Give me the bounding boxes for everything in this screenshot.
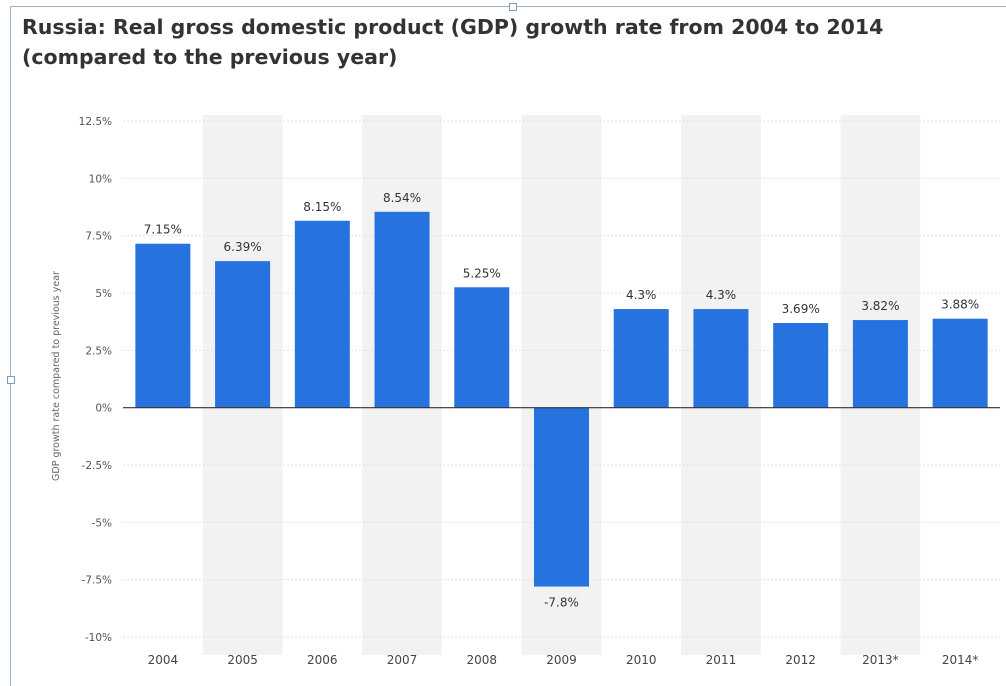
data-label: 3.69% <box>782 302 820 316</box>
x-tick-label: 2008 <box>466 653 497 667</box>
y-tick-label: 2.5% <box>85 345 112 357</box>
data-label: 4.3% <box>706 288 737 302</box>
data-label: 7.15% <box>144 223 182 237</box>
y-tick-label: 5% <box>95 288 112 300</box>
x-tick-label: 2014* <box>942 653 979 667</box>
x-tick-label: 2012 <box>785 653 816 667</box>
x-tick-label: 2010 <box>626 653 657 667</box>
bar <box>932 318 988 408</box>
bar <box>852 320 908 408</box>
x-axis-labels: 2004 2005 2006 2007 2008 2009 2010 2011 2012 2013… <box>148 653 979 667</box>
bar <box>534 407 589 587</box>
y-tick-label: -2.5% <box>82 460 112 472</box>
data-label: 3.88% <box>941 298 979 312</box>
x-tick-label: 2011 <box>706 653 737 667</box>
x-tick-label: 2007 <box>387 653 418 667</box>
data-label: 4.3% <box>626 288 657 302</box>
x-tick-label: 2009 <box>546 653 577 667</box>
x-tick-label: 2006 <box>307 653 338 667</box>
y-tick-label: 7.5% <box>85 231 112 243</box>
data-label: 3.82% <box>861 299 899 313</box>
bar <box>693 309 749 408</box>
bar <box>294 220 350 408</box>
y-tick-label: -5% <box>92 517 112 529</box>
bars <box>135 211 988 587</box>
y-tick-label: -7.5% <box>82 575 112 587</box>
bar <box>215 261 271 408</box>
data-label: 8.15% <box>303 200 341 214</box>
y-tick-label: 10% <box>89 173 112 185</box>
x-tick-label: 2013* <box>862 653 899 667</box>
y-axis-ticks: 12.5% 10% 7.5% 5% 2.5% 0% -2.5% -5% -7.5% -10% <box>79 116 112 644</box>
resize-handle-top[interactable] <box>509 3 517 11</box>
data-label: 5.25% <box>463 266 501 280</box>
data-label: 8.54% <box>383 191 421 205</box>
y-tick-label: -10% <box>85 632 112 644</box>
bar <box>454 287 510 408</box>
bar <box>135 243 191 408</box>
data-label: -7.8% <box>544 596 579 610</box>
y-tick-label: 12.5% <box>79 116 112 128</box>
y-tick-label: 0% <box>95 403 112 415</box>
bar <box>773 323 829 408</box>
bar <box>374 211 430 408</box>
data-labels: 7.15% 6.39% 8.15% 8.54% 5.25% -7.8% 4.3% 4.3% 3.… <box>144 191 979 610</box>
resize-handle-left[interactable] <box>7 376 15 384</box>
chart-title: Russia: Real gross domestic product (GDP… <box>22 15 884 69</box>
y-axis-title: GDP growth rate compared to previous yea… <box>51 271 62 481</box>
x-tick-label: 2005 <box>227 653 258 667</box>
x-tick-label: 2004 <box>148 653 179 667</box>
bar <box>613 309 669 408</box>
chart-frame <box>10 6 1006 686</box>
data-label: 6.39% <box>224 240 262 254</box>
